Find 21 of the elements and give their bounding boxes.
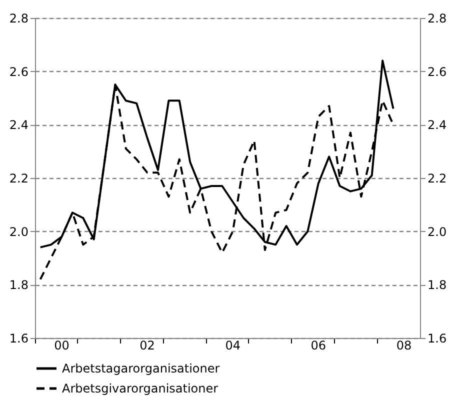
y2-tick-label: 2.4 bbox=[428, 118, 447, 132]
x-tick-label: 04 bbox=[225, 338, 240, 352]
y-tick-label: 2.4 bbox=[9, 118, 28, 132]
y-tick-label: 2.0 bbox=[9, 224, 28, 239]
y2-tick-label: 1.8 bbox=[428, 278, 447, 292]
legend-label: Arbetstagarorganisationer bbox=[62, 362, 220, 376]
x-tick-label: 00 bbox=[54, 338, 70, 352]
y-tick-label: 1.6 bbox=[9, 332, 28, 346]
y2-tick-label: 2.2 bbox=[428, 172, 447, 186]
y-tick-label: 1.8 bbox=[9, 278, 28, 292]
y2-tick-label: 2.0 bbox=[428, 224, 447, 239]
y-tick-label: 2.8 bbox=[9, 12, 28, 26]
y2-tick-label: 1.6 bbox=[428, 332, 447, 346]
y-tick-label: 2.2 bbox=[9, 172, 28, 186]
y-tick-label: 2.6 bbox=[9, 64, 28, 79]
x-tick-label: 08 bbox=[396, 338, 412, 352]
y2-tick-label: 2.8 bbox=[428, 12, 447, 26]
x-tick-label: 02 bbox=[140, 338, 155, 352]
legend-label: Arbetsgivarorganisationer bbox=[62, 382, 218, 396]
y2-tick-label: 2.6 bbox=[428, 64, 447, 79]
x-tick-label: 06 bbox=[310, 338, 326, 352]
